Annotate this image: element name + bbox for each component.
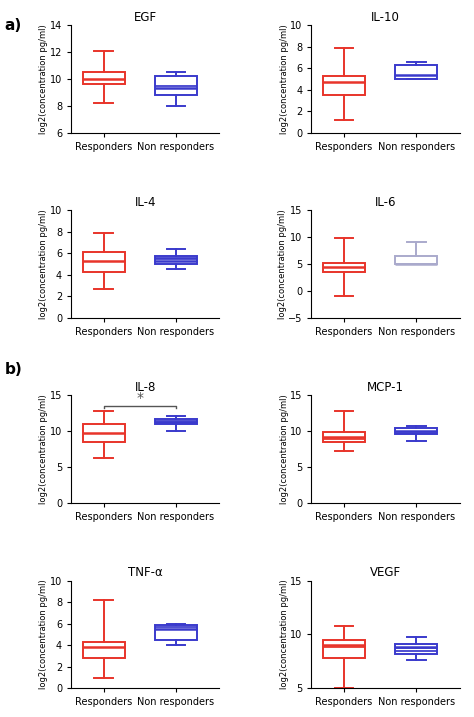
Title: IL-8: IL-8 <box>135 381 156 394</box>
Y-axis label: log2(concentration pg/ml): log2(concentration pg/ml) <box>39 209 48 319</box>
Bar <box>155 419 197 424</box>
Bar <box>323 263 365 272</box>
Bar <box>395 644 438 654</box>
Bar <box>395 256 438 264</box>
Title: EGF: EGF <box>134 11 157 24</box>
Y-axis label: log2(concentration pg/ml): log2(concentration pg/ml) <box>280 579 289 689</box>
Bar <box>323 76 365 95</box>
Title: VEGF: VEGF <box>370 566 401 579</box>
Y-axis label: log2(concentration pg/ml): log2(concentration pg/ml) <box>39 579 48 689</box>
Text: a): a) <box>5 18 22 33</box>
Bar <box>155 76 197 95</box>
Text: b): b) <box>5 362 22 377</box>
Title: MCP-1: MCP-1 <box>367 381 404 394</box>
Bar <box>395 65 438 79</box>
Title: IL-4: IL-4 <box>135 196 156 209</box>
Y-axis label: log2(concentration pg/ml): log2(concentration pg/ml) <box>39 24 48 134</box>
Text: *: * <box>137 391 143 404</box>
Bar <box>82 252 125 272</box>
Y-axis label: log2(concentration pg/ml): log2(concentration pg/ml) <box>280 24 289 134</box>
Bar <box>323 640 365 658</box>
Bar <box>82 72 125 85</box>
Y-axis label: log2(concentration pg/ml): log2(concentration pg/ml) <box>39 394 48 504</box>
Title: IL-6: IL-6 <box>375 196 396 209</box>
Bar <box>82 642 125 658</box>
Bar <box>323 432 365 442</box>
Title: IL-10: IL-10 <box>371 11 400 24</box>
Bar <box>395 428 438 434</box>
Y-axis label: log2(concentration pg/ml): log2(concentration pg/ml) <box>280 394 289 504</box>
Bar <box>82 424 125 442</box>
Bar <box>155 625 197 640</box>
Bar <box>155 255 197 264</box>
Y-axis label: log2(concentration pg/ml): log2(concentration pg/ml) <box>278 209 287 319</box>
Title: TNF-α: TNF-α <box>128 566 163 579</box>
